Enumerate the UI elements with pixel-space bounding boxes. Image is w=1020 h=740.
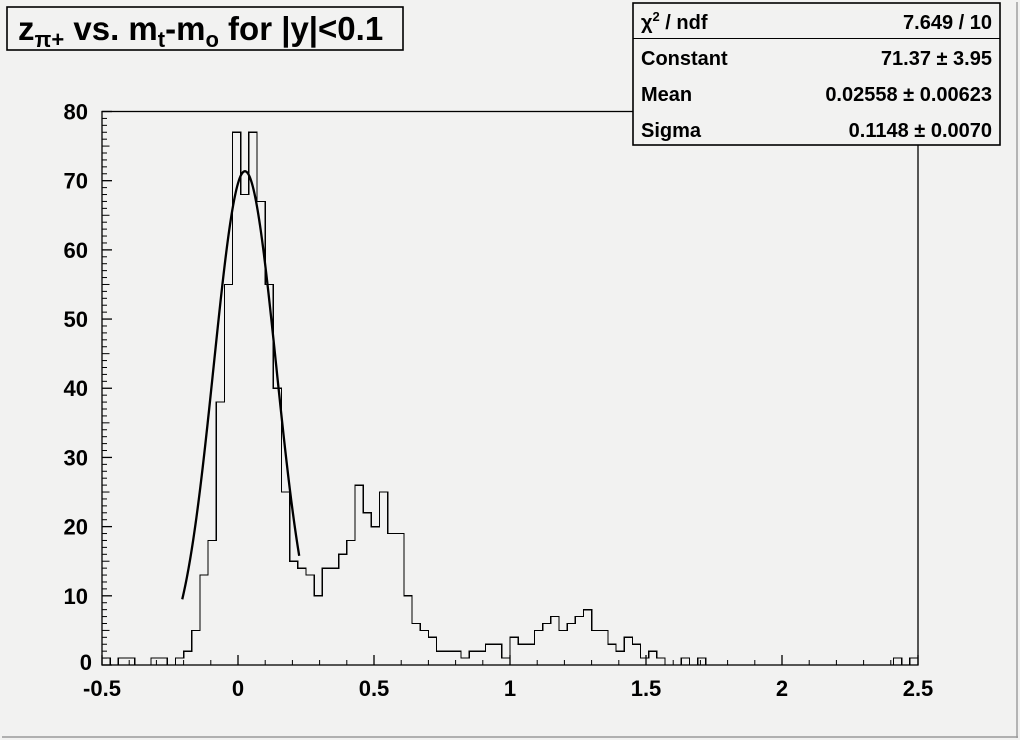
svg-text:50: 50 xyxy=(64,307,88,332)
svg-text:Constant: Constant xyxy=(641,48,728,70)
svg-text:20: 20 xyxy=(64,515,88,540)
svg-text:30: 30 xyxy=(64,445,88,470)
svg-text:zπ+ vs. mt-mo for |y|<0.1: zπ+ vs. mt-mo for |y|<0.1 xyxy=(18,10,383,52)
svg-text:0.5: 0.5 xyxy=(359,676,390,701)
svg-text:χ2 / ndf: χ2 / ndf xyxy=(641,9,708,34)
svg-text:60: 60 xyxy=(64,238,88,263)
svg-text:0.02558 ± 0.00623: 0.02558 ± 0.00623 xyxy=(825,84,992,106)
svg-text:0: 0 xyxy=(232,676,244,701)
svg-text:0: 0 xyxy=(80,650,92,675)
svg-text:80: 80 xyxy=(64,100,88,125)
svg-text:2.5: 2.5 xyxy=(903,676,934,701)
svg-text:1.5: 1.5 xyxy=(631,676,662,701)
svg-text:40: 40 xyxy=(64,376,88,401)
svg-text:Sigma: Sigma xyxy=(641,120,702,142)
svg-text:71.37 ± 3.95: 71.37 ± 3.95 xyxy=(881,48,992,70)
svg-text:2: 2 xyxy=(776,676,788,701)
svg-text:0.1148 ± 0.0070: 0.1148 ± 0.0070 xyxy=(849,120,992,142)
svg-text:1: 1 xyxy=(504,676,516,701)
svg-text:-0.5: -0.5 xyxy=(83,676,121,701)
svg-text:10: 10 xyxy=(64,584,88,609)
svg-text:70: 70 xyxy=(64,169,88,194)
svg-text:7.649 / 10: 7.649 / 10 xyxy=(903,12,992,34)
svg-text:Mean: Mean xyxy=(641,84,692,106)
